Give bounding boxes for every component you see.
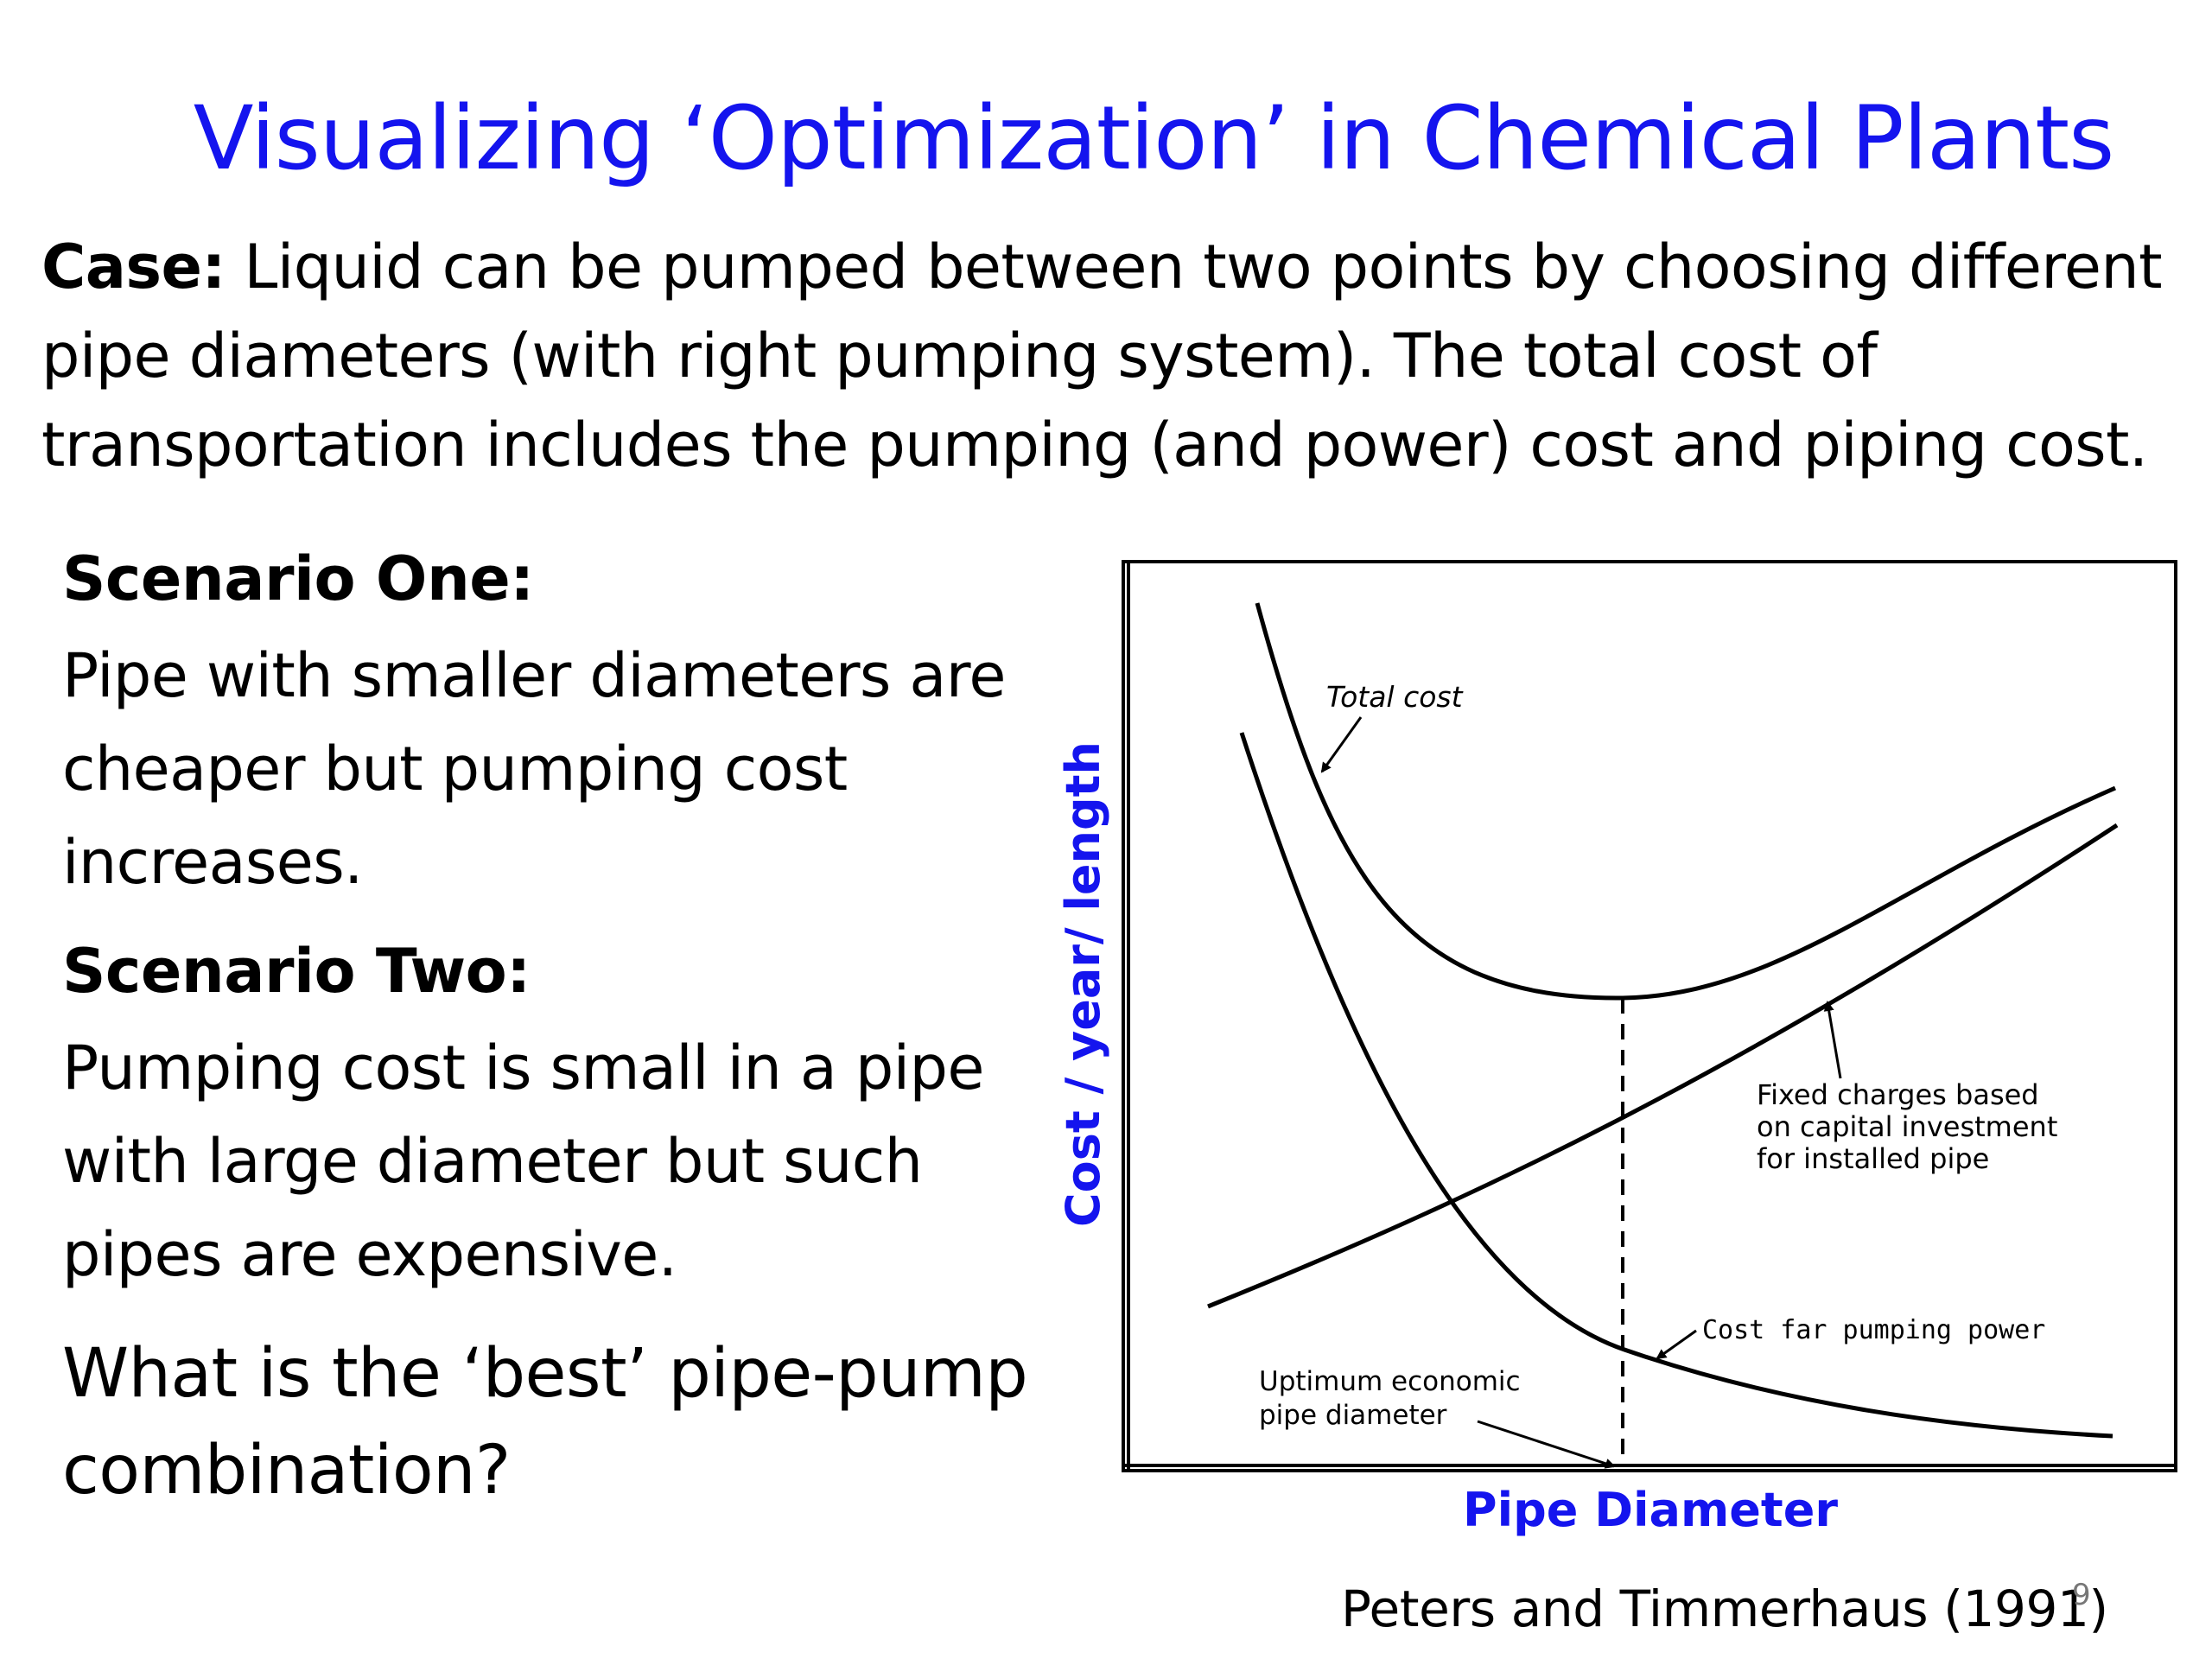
scenario-one-text: Pipe with smaller diameters are cheaper … <box>62 640 1006 898</box>
question-text: What is the ‘best’ pipe-pump combination… <box>62 1335 1028 1510</box>
scenario-two-text: Pumping cost is small in a pipe with lar… <box>62 1033 984 1290</box>
fixed-charges-label-line1: Fixed charges based <box>1757 1078 2039 1111</box>
case-label: Case: <box>41 232 226 302</box>
pumping-cost-curve <box>1239 732 2113 1439</box>
fixed-charges-arrow <box>1823 1001 1842 1079</box>
scenario-two-heading: Scenario Two: <box>62 936 531 1007</box>
total-cost-arrow <box>1320 716 1363 773</box>
slide-title: Visualizing ‘Optimization’ in Chemical P… <box>193 87 2115 190</box>
optimum-label-line2: pipe diameter <box>1259 1400 1447 1431</box>
optimum-label-line1: Uptimum economic <box>1259 1366 1521 1397</box>
scenario-one-heading: Scenario One: <box>62 543 534 614</box>
diagram-frame <box>1122 560 2177 1472</box>
fixed-charges-label-line3: for installed pipe <box>1757 1142 1989 1175</box>
total-cost-curve <box>1255 602 2116 1001</box>
x-axis-label: Pipe Diameter <box>1463 1483 1838 1537</box>
y-axis-label: Cost / year/ length <box>1056 741 1110 1227</box>
citation: Peters and Timmerhaus (1991) <box>1341 1580 2108 1638</box>
page-number: 9 <box>2072 1578 2091 1612</box>
case-paragraph: Case: Liquid can be pumped between two p… <box>41 223 2184 490</box>
fixed-charges-curve <box>1207 823 2119 1309</box>
pumping-cost-arrow <box>1656 1329 1697 1360</box>
case-text: Liquid can be pumped between two points … <box>41 232 2163 480</box>
fixed-charges-label-line2: on capital investment <box>1757 1110 2057 1143</box>
optimum-arrow <box>1477 1420 1616 1469</box>
scenarios-column: Scenario One: Pipe with smaller diameter… <box>62 536 1082 1519</box>
pumping-cost-label: Cost far pumping power <box>1702 1315 2045 1345</box>
total-cost-label: Total cost <box>1326 680 1464 714</box>
